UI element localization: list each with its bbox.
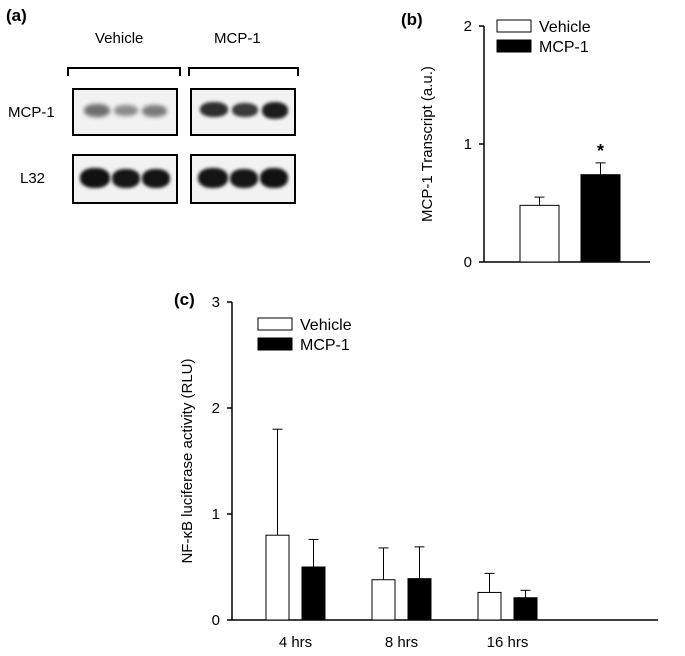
panel-c-label: (c) bbox=[174, 290, 195, 309]
bar-mcp-1 bbox=[580, 174, 621, 263]
legend-swatch bbox=[257, 317, 293, 331]
bar-mcp-1 bbox=[513, 597, 538, 621]
blot-l32-treated bbox=[190, 154, 296, 204]
bar-vehicle bbox=[371, 579, 396, 621]
legend-swatch bbox=[257, 337, 293, 351]
x-tick-label: 8 hrs bbox=[385, 634, 418, 651]
blot-mcp1-treated bbox=[190, 88, 296, 136]
y-tick-label: 3 bbox=[212, 294, 220, 311]
bar-vehicle bbox=[519, 204, 560, 263]
y-tick-label: 1 bbox=[464, 136, 472, 153]
group-label-mcp1: MCP-1 bbox=[214, 30, 261, 47]
row-label-l32: L32 bbox=[20, 170, 46, 187]
bar-mcp-1 bbox=[301, 566, 326, 621]
legend-label: Vehicle bbox=[300, 317, 352, 334]
y-tick-label: 0 bbox=[464, 254, 472, 271]
legend-swatch bbox=[496, 39, 532, 53]
y-tick-label: 1 bbox=[212, 506, 220, 523]
bar-vehicle bbox=[265, 534, 290, 621]
panel-a-label: (a) bbox=[6, 6, 27, 25]
blot-mcp1-vehicle bbox=[72, 88, 178, 136]
y-axis-label: NF-κB luciferase activity (RLU) bbox=[179, 358, 196, 563]
y-axis-label: MCP-1 Transcript (a.u.) bbox=[419, 66, 436, 222]
legend-swatch bbox=[496, 19, 532, 33]
panel-b-label: (b) bbox=[401, 10, 423, 29]
bar-vehicle bbox=[477, 591, 502, 621]
blot-l32-vehicle bbox=[72, 154, 178, 204]
y-tick-label: 2 bbox=[464, 18, 472, 35]
legend-label: MCP-1 bbox=[539, 39, 589, 56]
y-tick-label: 2 bbox=[212, 400, 220, 417]
x-tick-label: 16 hrs bbox=[487, 634, 529, 651]
group-label-vehicle: Vehicle bbox=[95, 30, 144, 47]
x-tick-label: 4 hrs bbox=[279, 634, 312, 651]
y-tick-label: 0 bbox=[212, 612, 220, 629]
significance-marker: * bbox=[597, 141, 604, 161]
row-label-mcp1: MCP-1 bbox=[8, 104, 55, 121]
legend-label: Vehicle bbox=[539, 19, 591, 36]
bar-mcp-1 bbox=[407, 578, 432, 621]
legend-label: MCP-1 bbox=[300, 337, 350, 354]
